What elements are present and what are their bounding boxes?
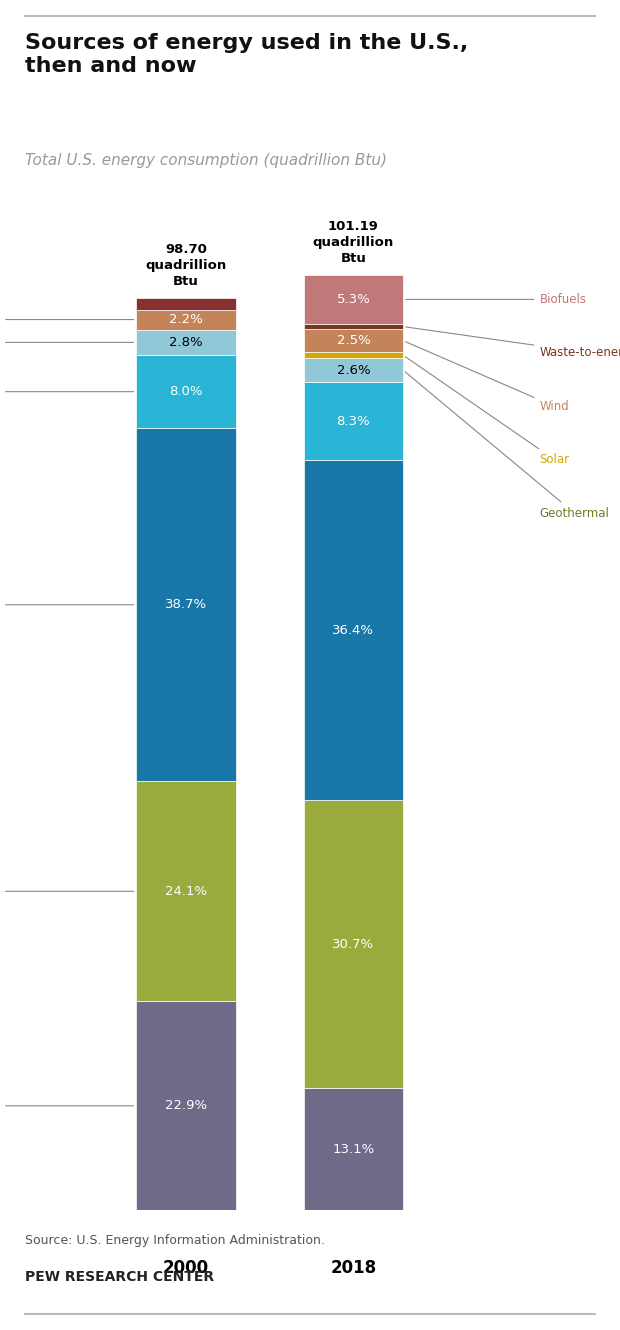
Bar xyxy=(304,325,403,329)
Text: 2.6%: 2.6% xyxy=(337,363,370,376)
Text: 2000: 2000 xyxy=(163,1258,209,1277)
Text: 8.3%: 8.3% xyxy=(337,415,370,427)
Bar xyxy=(136,355,236,428)
Text: 2.2%: 2.2% xyxy=(169,313,203,326)
Text: 2.8%: 2.8% xyxy=(169,336,203,348)
Text: Coal: Coal xyxy=(0,1100,134,1112)
Bar xyxy=(136,428,236,781)
Bar xyxy=(136,781,236,1001)
Text: 38.7%: 38.7% xyxy=(165,598,207,612)
Bar xyxy=(304,460,403,801)
Text: Petroleum: Petroleum xyxy=(0,598,134,612)
Text: Wood: Wood xyxy=(0,313,134,326)
Text: Nuclear electric: Nuclear electric xyxy=(0,386,134,398)
Bar xyxy=(304,358,403,382)
Text: Wind: Wind xyxy=(405,342,569,412)
Bar xyxy=(136,1001,236,1210)
Text: Geothermal: Geothermal xyxy=(405,372,609,520)
Text: Biofuels: Biofuels xyxy=(405,293,587,306)
Bar xyxy=(136,298,236,310)
Bar xyxy=(304,1088,403,1210)
Bar xyxy=(304,329,403,352)
Text: 24.1%: 24.1% xyxy=(165,884,207,898)
Text: PEW RESEARCH CENTER: PEW RESEARCH CENTER xyxy=(25,1270,214,1285)
Text: Sources of energy used in the U.S.,
then and now: Sources of energy used in the U.S., then… xyxy=(25,33,468,76)
Text: Natural gas: Natural gas xyxy=(0,884,134,898)
Text: Solar: Solar xyxy=(405,356,570,465)
Bar xyxy=(304,352,403,358)
Text: 22.9%: 22.9% xyxy=(165,1100,207,1112)
Text: 30.7%: 30.7% xyxy=(332,938,374,951)
Bar xyxy=(304,382,403,460)
Text: 36.4%: 36.4% xyxy=(332,624,374,637)
Text: 98.70
quadrillion
Btu: 98.70 quadrillion Btu xyxy=(145,243,227,289)
Bar xyxy=(136,310,236,330)
Text: 2018: 2018 xyxy=(330,1258,376,1277)
Text: 101.19
quadrillion
Btu: 101.19 quadrillion Btu xyxy=(312,219,394,265)
Text: 8.0%: 8.0% xyxy=(169,386,203,398)
Text: 5.3%: 5.3% xyxy=(337,293,370,306)
Bar xyxy=(136,330,236,355)
Bar xyxy=(304,274,403,325)
Text: Hydroelectric: Hydroelectric xyxy=(0,336,134,348)
Text: Source: U.S. Energy Information Administration.: Source: U.S. Energy Information Administ… xyxy=(25,1234,325,1248)
Text: 2.5%: 2.5% xyxy=(337,334,370,347)
Text: 13.1%: 13.1% xyxy=(332,1142,374,1156)
Bar xyxy=(304,801,403,1088)
Text: Waste-to-energy: Waste-to-energy xyxy=(405,327,620,359)
Text: Total U.S. energy consumption (quadrillion Btu): Total U.S. energy consumption (quadrilli… xyxy=(25,153,387,168)
